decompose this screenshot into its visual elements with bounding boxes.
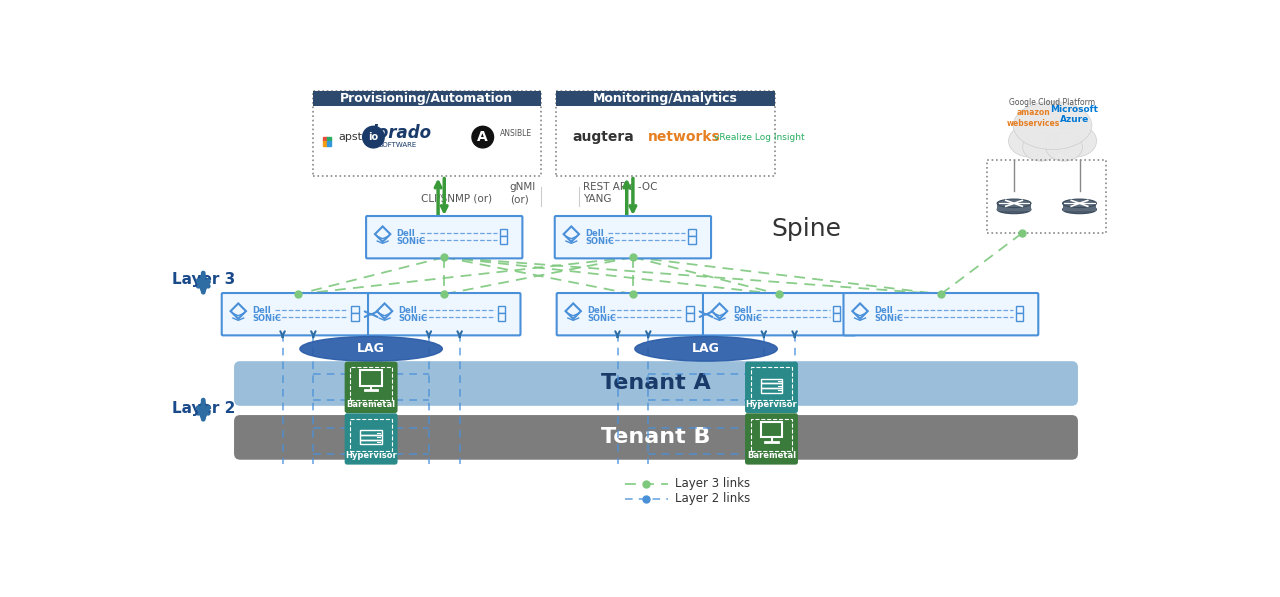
Text: SONiC: SONiC	[397, 236, 426, 245]
Text: SOFTWARE: SOFTWARE	[379, 142, 417, 148]
Text: Dell: Dell	[588, 306, 605, 315]
FancyBboxPatch shape	[499, 229, 507, 236]
Text: amazon
webservices: amazon webservices	[1006, 108, 1060, 128]
Text: SONiC: SONiC	[585, 236, 614, 245]
Text: Google Cloud Platform: Google Cloud Platform	[1010, 98, 1096, 107]
FancyBboxPatch shape	[1062, 204, 1097, 211]
Ellipse shape	[997, 205, 1030, 214]
Text: gNMI
(or): gNMI (or)	[509, 183, 536, 204]
Text: augtera: augtera	[573, 130, 635, 144]
Ellipse shape	[1014, 101, 1092, 150]
Text: Spine: Spine	[772, 217, 841, 242]
Text: Monitoring/Analytics: Monitoring/Analytics	[593, 92, 739, 105]
FancyBboxPatch shape	[221, 293, 374, 336]
FancyBboxPatch shape	[1015, 306, 1023, 313]
FancyBboxPatch shape	[703, 293, 855, 336]
Text: Leaf: Leaf	[230, 293, 273, 312]
FancyBboxPatch shape	[833, 313, 841, 321]
Text: Layer 3 links: Layer 3 links	[676, 477, 750, 490]
FancyBboxPatch shape	[346, 363, 397, 412]
Text: Layer 2 links: Layer 2 links	[676, 493, 750, 506]
Text: SONiC: SONiC	[398, 313, 428, 322]
Text: vRealize Log Insight: vRealize Log Insight	[714, 133, 804, 141]
Text: SONiC: SONiC	[252, 313, 282, 322]
Text: LAG: LAG	[692, 342, 719, 355]
FancyBboxPatch shape	[352, 313, 360, 321]
Ellipse shape	[1027, 113, 1079, 153]
Text: SONiC: SONiC	[733, 313, 763, 322]
FancyBboxPatch shape	[498, 306, 506, 313]
Ellipse shape	[1009, 125, 1051, 157]
Text: io: io	[369, 132, 379, 142]
Ellipse shape	[635, 337, 777, 361]
FancyBboxPatch shape	[234, 361, 1078, 406]
Bar	[323, 137, 326, 141]
Text: Dell: Dell	[252, 306, 271, 315]
FancyBboxPatch shape	[997, 204, 1030, 211]
Text: LAG: LAG	[357, 342, 385, 355]
FancyBboxPatch shape	[746, 363, 797, 412]
Ellipse shape	[997, 199, 1030, 208]
Ellipse shape	[1062, 199, 1097, 208]
Ellipse shape	[1062, 205, 1097, 214]
Circle shape	[472, 127, 494, 148]
FancyBboxPatch shape	[498, 313, 506, 321]
Text: Hypervisor: Hypervisor	[746, 400, 797, 409]
FancyBboxPatch shape	[499, 236, 507, 244]
FancyBboxPatch shape	[346, 414, 397, 463]
FancyBboxPatch shape	[844, 293, 1038, 336]
FancyBboxPatch shape	[1015, 313, 1023, 321]
Ellipse shape	[300, 337, 443, 361]
FancyBboxPatch shape	[689, 229, 696, 236]
FancyBboxPatch shape	[557, 293, 709, 336]
Text: apstra.: apstra.	[338, 132, 378, 142]
Text: Layer 2: Layer 2	[172, 401, 236, 416]
FancyBboxPatch shape	[689, 236, 696, 244]
Text: Hypervisor: Hypervisor	[346, 451, 397, 460]
Text: Dell: Dell	[398, 306, 417, 315]
Text: Baremetal: Baremetal	[748, 451, 796, 460]
FancyBboxPatch shape	[556, 91, 776, 176]
Bar	[323, 141, 326, 146]
Text: Baremetal: Baremetal	[347, 400, 396, 409]
Text: SONiC: SONiC	[874, 313, 902, 322]
Text: A: A	[477, 130, 488, 144]
Text: Layer 3: Layer 3	[172, 272, 234, 287]
Text: Dell: Dell	[585, 229, 604, 238]
Ellipse shape	[1055, 125, 1097, 157]
Bar	[328, 137, 332, 141]
FancyBboxPatch shape	[686, 313, 694, 321]
FancyBboxPatch shape	[352, 306, 360, 313]
FancyBboxPatch shape	[314, 91, 540, 106]
Text: Tenant A: Tenant A	[602, 374, 710, 393]
FancyBboxPatch shape	[314, 91, 540, 176]
FancyBboxPatch shape	[234, 415, 1078, 460]
Circle shape	[362, 127, 384, 148]
FancyBboxPatch shape	[554, 216, 712, 259]
FancyBboxPatch shape	[369, 293, 521, 336]
Text: Border Leaf: Border Leaf	[901, 293, 1014, 312]
Bar	[328, 141, 332, 146]
Text: CLI/SNMP (or): CLI/SNMP (or)	[421, 193, 493, 204]
FancyBboxPatch shape	[746, 414, 797, 463]
Text: Dell: Dell	[733, 306, 753, 315]
Ellipse shape	[1046, 133, 1083, 161]
Text: Dell: Dell	[397, 229, 415, 238]
FancyBboxPatch shape	[833, 306, 841, 313]
Text: Dell: Dell	[874, 306, 892, 315]
Text: SONiC: SONiC	[588, 313, 616, 322]
Text: REST APIs -OC
YANG: REST APIs -OC YANG	[582, 183, 658, 204]
Text: dorado: dorado	[365, 124, 431, 142]
Ellipse shape	[1023, 133, 1060, 161]
Text: networks: networks	[648, 130, 721, 144]
Text: Microsoft
Azure: Microsoft Azure	[1050, 105, 1098, 124]
Text: Provisioning/Automation: Provisioning/Automation	[340, 92, 513, 105]
FancyBboxPatch shape	[366, 216, 522, 259]
FancyBboxPatch shape	[556, 91, 776, 106]
Text: ANSIBLE: ANSIBLE	[499, 129, 531, 138]
FancyBboxPatch shape	[686, 306, 694, 313]
Text: Tenant B: Tenant B	[602, 427, 710, 447]
